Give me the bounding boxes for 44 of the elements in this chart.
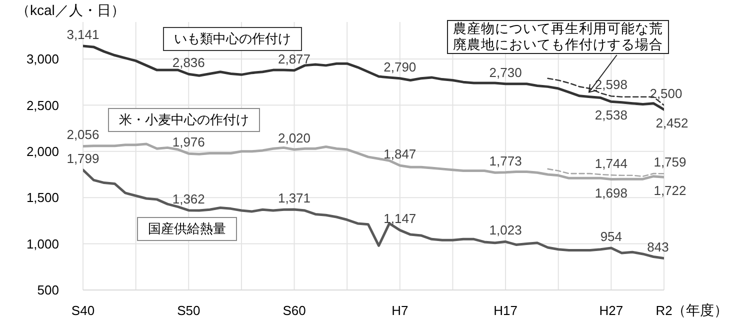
data-label: 1,371: [278, 190, 311, 206]
y-tick-label: 1,000: [26, 236, 59, 252]
data-label: 1,147: [384, 211, 416, 226]
data-label: 1,744: [594, 156, 628, 172]
series-label: いも類中心の作付け: [163, 27, 302, 51]
series-label: 国産供給熱量: [137, 217, 237, 241]
data-label: 2,598: [594, 77, 628, 92]
x-tick-label: S50: [177, 303, 200, 318]
data-label: 2,877: [278, 51, 311, 66]
data-label: 2,836: [172, 55, 205, 70]
data-label: 1,023: [489, 222, 522, 238]
data-label: 1,759: [654, 154, 686, 170]
y-tick-label: 2,000: [26, 144, 59, 159]
x-tick-label: H7: [392, 303, 408, 318]
data-label: 843: [647, 239, 669, 254]
data-label: 3,141: [66, 26, 100, 42]
data-label: 2,500: [650, 86, 682, 102]
data-label: 1,847: [384, 146, 416, 162]
data-label: 1,722: [654, 183, 686, 198]
y-axis-title: （kcal／人・日）: [16, 2, 125, 20]
x-tick-label: H17: [494, 303, 518, 318]
data-label: 1,976: [172, 134, 205, 150]
y-tick-label: 500: [37, 282, 59, 298]
y-tick-label: 3,000: [26, 52, 59, 67]
data-label: 2,452: [656, 116, 688, 131]
y-tick-label: 1,500: [26, 190, 59, 206]
data-label: 1,799: [66, 150, 100, 166]
data-label: 1,773: [489, 153, 522, 168]
y-tick-label: 2,500: [26, 98, 59, 113]
annotation: 農産物について再生利用可能な荒廃農地においても作付けする場合: [447, 20, 669, 54]
x-tick-label: S60: [282, 303, 306, 318]
x-tick-label: H27: [599, 303, 624, 318]
data-label: 2,020: [278, 130, 311, 146]
data-label: 1,362: [172, 191, 205, 206]
x-axis-title: （年度）: [672, 302, 728, 320]
data-label: 2,538: [594, 108, 628, 123]
x-tick-label: R2: [656, 303, 672, 318]
data-label: 2,056: [66, 127, 100, 142]
data-label: 1,698: [594, 185, 628, 200]
data-label: 2,730: [489, 64, 522, 80]
x-tick-label: S40: [71, 303, 95, 318]
series-label: 米・小麦中心の作付け: [108, 108, 260, 132]
data-label: 954: [600, 229, 622, 244]
data-label: 2,790: [384, 59, 416, 74]
